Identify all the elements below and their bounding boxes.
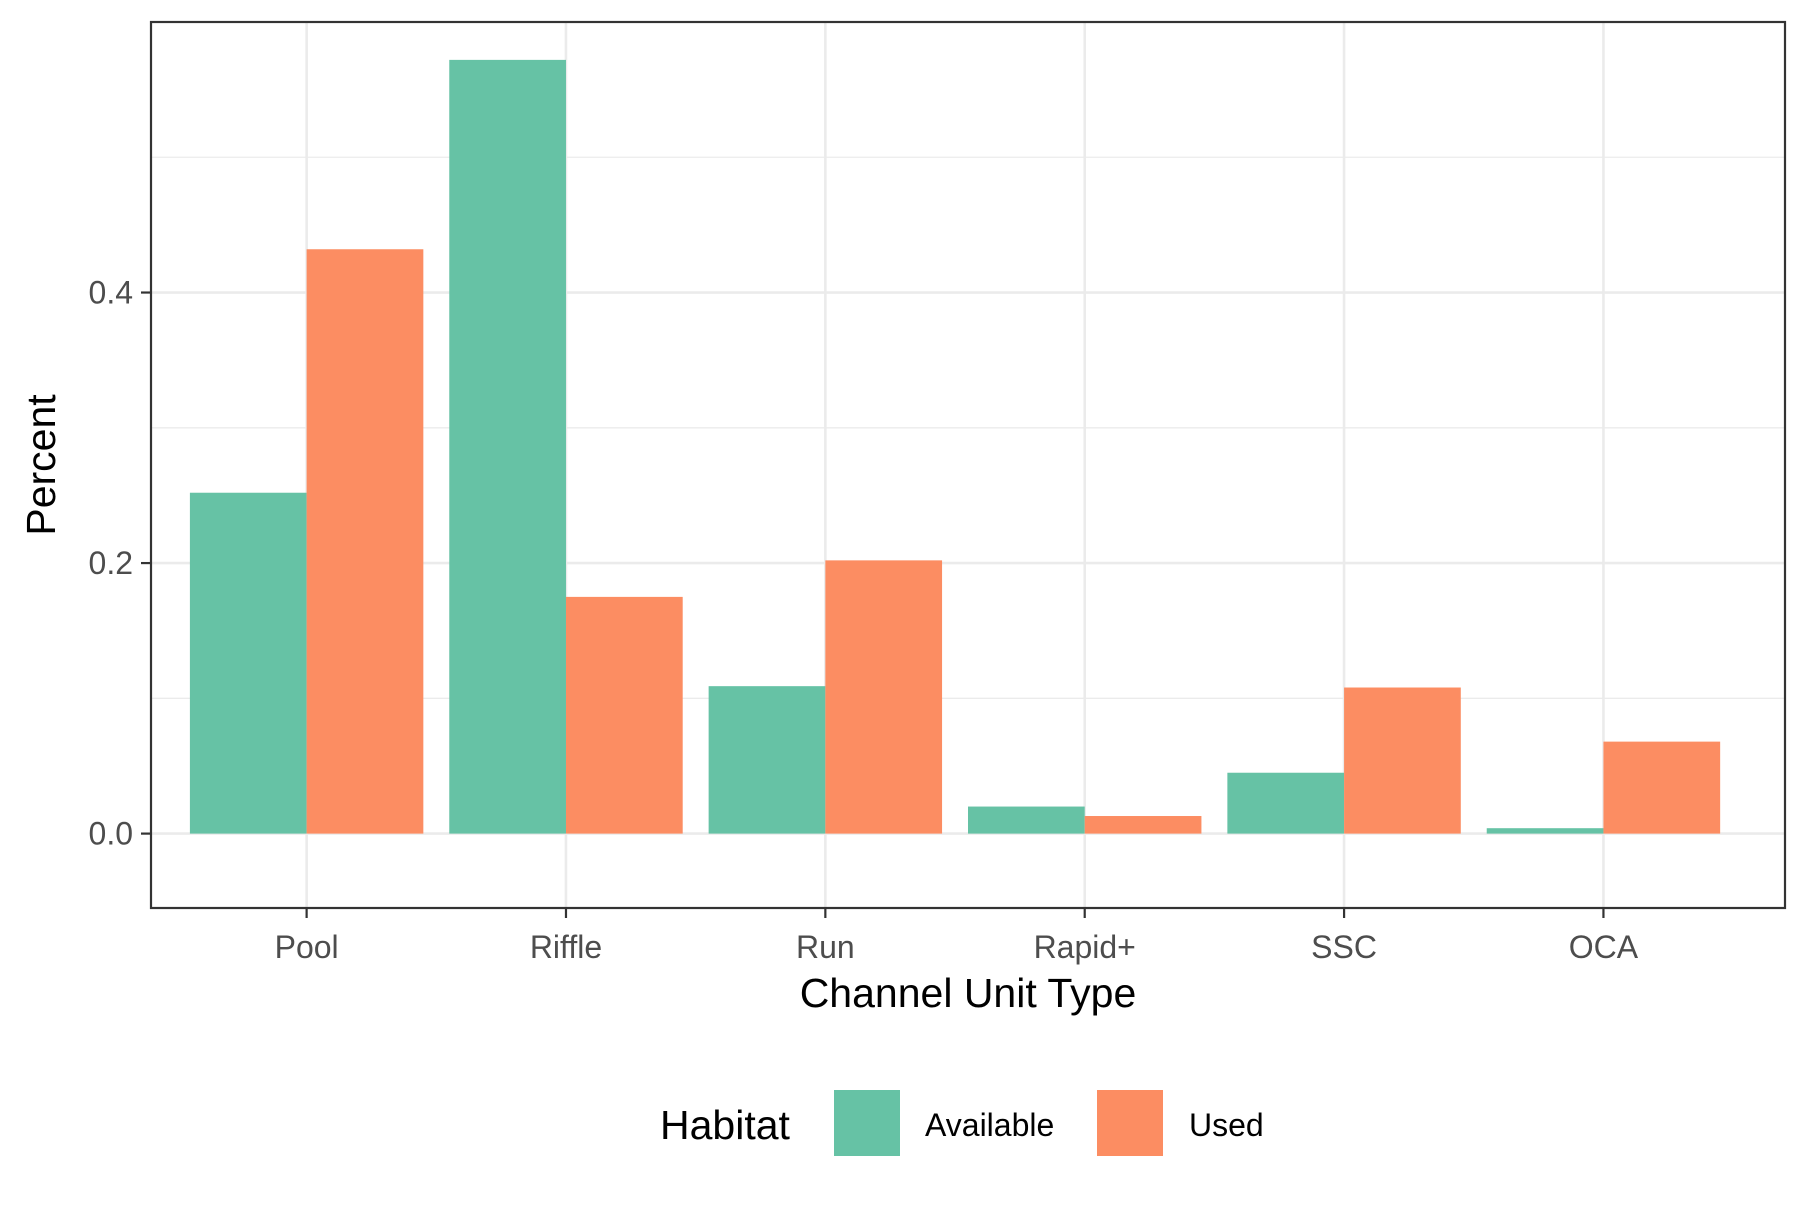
legend-label-used: Used (1189, 1107, 1264, 1143)
bar-available-pool (189, 492, 307, 834)
bar-available-oca (1486, 828, 1604, 834)
x-tick-label: Rapid+ (1034, 929, 1136, 965)
bar-available-riffle (449, 59, 566, 834)
axes: 0.0 0.2 0.4 Pool Riffle Run Rapid+ SSC OCA (89, 275, 1639, 965)
y-axis-title: Percent (18, 394, 64, 536)
x-tick-label: Pool (275, 929, 339, 965)
x-tick-label: Riffle (530, 929, 602, 965)
bars (189, 59, 1721, 834)
legend: Habitat Available Used (660, 1090, 1264, 1156)
legend-key-used (1097, 1090, 1163, 1156)
x-tick-label: SSC (1311, 929, 1377, 965)
x-tick-label: Run (796, 929, 855, 965)
bar-available-run (708, 686, 826, 834)
y-tick-label: 0.0 (89, 816, 133, 852)
bar-used-rapid (1084, 816, 1202, 834)
legend-key-available (834, 1090, 900, 1156)
bar-used-run (825, 560, 943, 834)
bar-used-oca (1603, 741, 1721, 834)
y-tick-label: 0.2 (89, 545, 133, 581)
bar-available-rapid (968, 806, 1085, 834)
bar-used-pool (306, 249, 424, 834)
legend-label-available: Available (925, 1107, 1054, 1143)
bar-available-ssc (1227, 772, 1345, 834)
y-tick-label: 0.4 (89, 275, 133, 311)
legend-title: Habitat (660, 1102, 791, 1148)
bar-used-riffle (565, 596, 683, 834)
x-axis-title: Channel Unit Type (800, 970, 1137, 1016)
bar-used-ssc (1344, 687, 1461, 834)
panel-border (149, 20, 1787, 910)
x-tick-label: OCA (1569, 929, 1639, 965)
